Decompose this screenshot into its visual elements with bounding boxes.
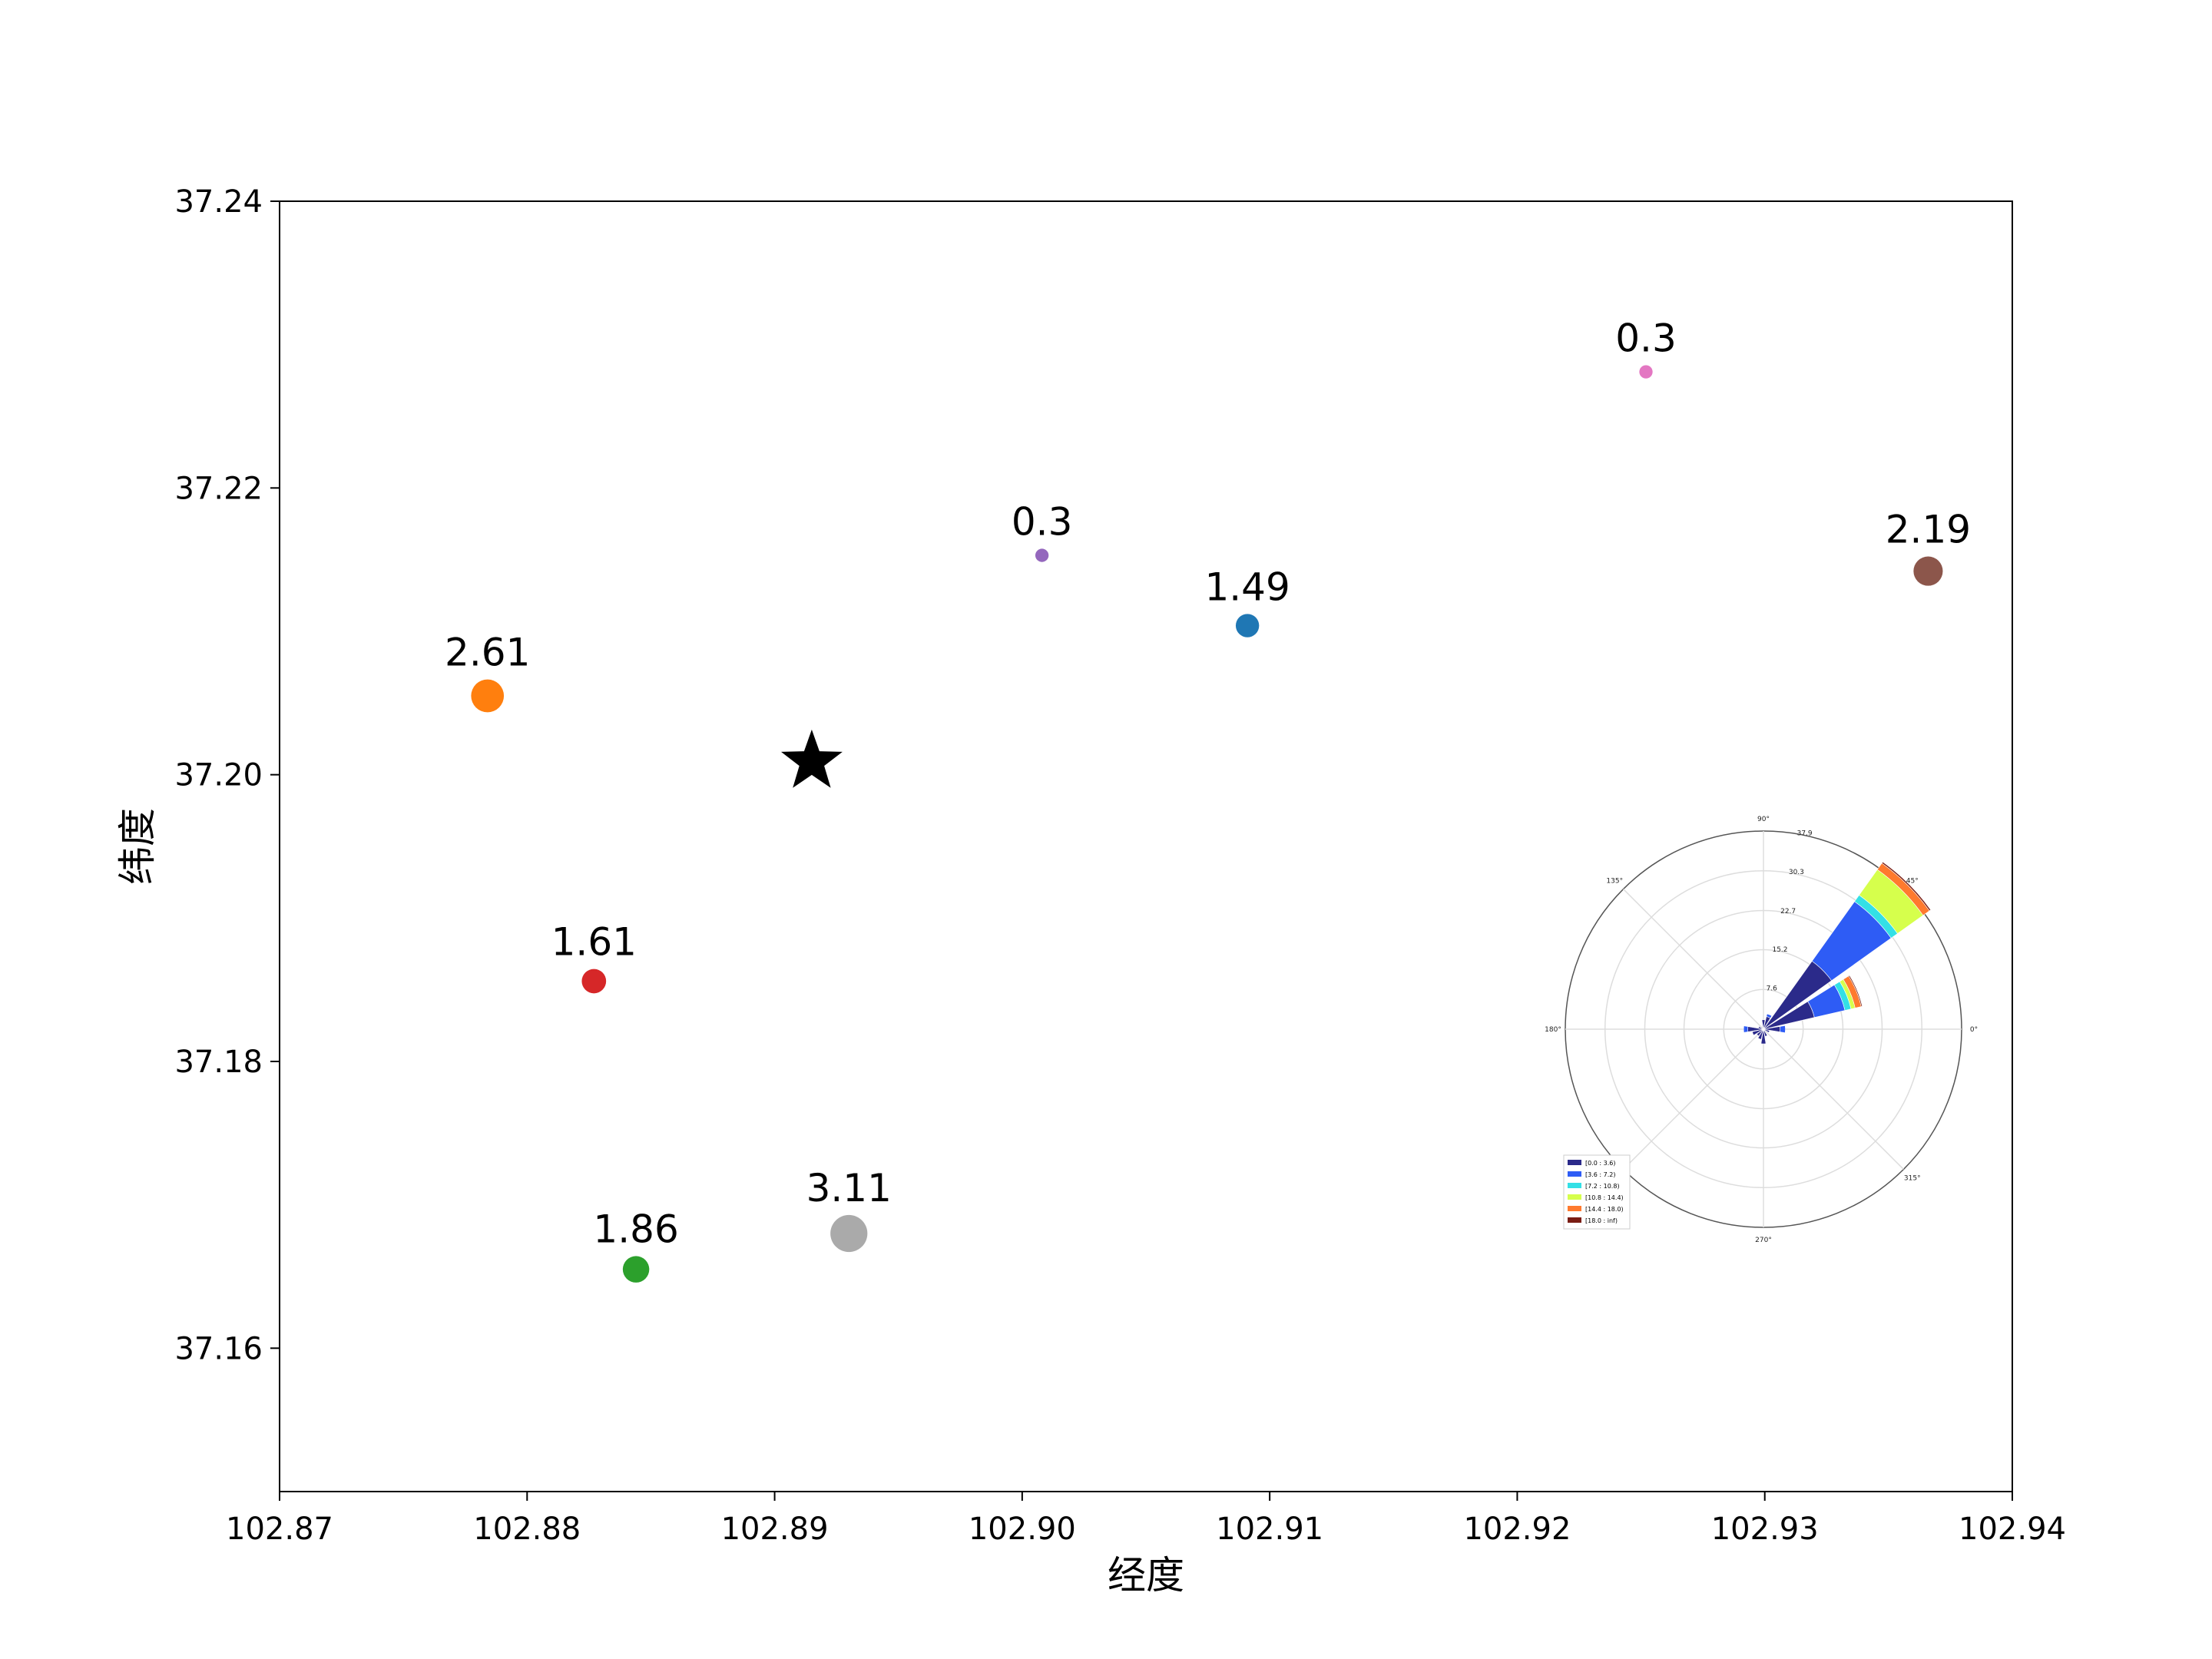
legend-swatch (1568, 1183, 1581, 1188)
rose-wedge (1756, 1028, 1764, 1037)
rose-wedge (1881, 861, 1932, 912)
rose-wedge (1848, 975, 1863, 1007)
x-axis: 102.87 102.88 102.89 102.90 102.91 102.92 102.… (226, 1492, 2066, 1547)
x-tick-label: 102.91 (1216, 1512, 1323, 1547)
data-point (1913, 556, 1943, 586)
rose-angle-label: 135° (1606, 877, 1623, 885)
rose-wedge (1780, 1025, 1786, 1034)
data-point-label: 3.11 (806, 1166, 892, 1210)
legend-swatch (1568, 1160, 1581, 1165)
data-point-label: 0.3 (1012, 499, 1073, 544)
rose-angle-label: 45° (1906, 877, 1919, 885)
data-point-label: 2.19 (1886, 508, 1971, 552)
x-tick-label: 102.92 (1463, 1512, 1571, 1547)
legend-label: [14.4 : 18.0) (1585, 1206, 1624, 1213)
data-point (1235, 614, 1260, 637)
data-points: 2.61 1.61 1.86 3.11 0.3 1.49 0.3 2.19 (445, 316, 1971, 1283)
data-point (622, 1256, 650, 1283)
x-tick-label: 102.88 (473, 1512, 581, 1547)
y-tick-label: 37.20 (174, 758, 263, 793)
x-tick-label: 102.89 (721, 1512, 829, 1547)
rose-wedge (1763, 1028, 1770, 1033)
y-tick-label: 37.16 (174, 1331, 263, 1366)
rose-wedge (1763, 1028, 1768, 1037)
x-axis-title: 经度 (1108, 1553, 1184, 1598)
data-point (1035, 548, 1049, 562)
rose-grid-spoke (1623, 1028, 1764, 1170)
x-tick-label: 102.94 (1959, 1512, 2066, 1547)
legend-label: [7.2 : 10.8) (1585, 1183, 1620, 1190)
rose-wedge (1743, 1025, 1749, 1033)
x-tick-label: 102.93 (1711, 1512, 1819, 1547)
data-point-label: 1.61 (551, 920, 637, 965)
rose-angle-label: 315° (1904, 1175, 1921, 1183)
rose-radial-tick: 30.3 (1789, 869, 1804, 876)
plot-frame (279, 200, 2013, 1492)
rose-wedge (1760, 1028, 1767, 1045)
data-point (581, 969, 607, 994)
data-point-label: 1.49 (1204, 565, 1290, 609)
legend-swatch (1568, 1206, 1581, 1211)
legend-label: [0.0 : 3.6) (1585, 1160, 1615, 1167)
wind-rose-inset: 7.6 15.2 22.7 30.3 37.9 0° 45° 90° 135° 180° 270° 3… (1545, 816, 1978, 1244)
x-tick-label: 102.90 (969, 1512, 1076, 1547)
data-point (1639, 365, 1653, 379)
x-tick-label: 102.87 (226, 1512, 333, 1547)
rose-wedge (1761, 1019, 1766, 1030)
rose-angle-label: 90° (1757, 816, 1770, 823)
rose-angle-label: 0° (1970, 1026, 1978, 1034)
y-axis-title: 纬度 (115, 808, 160, 885)
rose-grid-spoke (1763, 1028, 1904, 1170)
rose-wedge (1757, 1028, 1764, 1040)
y-tick-label: 37.24 (174, 184, 263, 220)
y-tick-label: 37.22 (174, 471, 263, 506)
rose-legend (1563, 1154, 1631, 1230)
legend-swatch (1568, 1217, 1581, 1223)
data-point-label: 1.86 (593, 1207, 678, 1251)
data-point-label: 0.3 (1615, 316, 1677, 360)
rose-angle-label: 270° (1755, 1237, 1772, 1244)
legend-swatch (1568, 1171, 1581, 1177)
legend-label: [18.0 : inf) (1585, 1217, 1618, 1224)
legend-swatch (1568, 1194, 1581, 1200)
rose-angle-label: 180° (1545, 1026, 1561, 1034)
rose-wedge (1752, 1028, 1764, 1036)
y-axis: 37.16 37.18 37.20 37.22 37.24 (174, 184, 280, 1366)
data-point-label: 2.61 (445, 631, 530, 675)
rose-wedge (1766, 1013, 1773, 1018)
rose-radial-tick: 15.2 (1772, 946, 1787, 954)
data-point (830, 1214, 868, 1253)
rose-radial-tick: 22.7 (1780, 908, 1796, 916)
y-tick-label: 37.18 (174, 1045, 263, 1080)
data-point (471, 679, 505, 713)
legend-label: [10.8 : 14.4) (1585, 1194, 1624, 1201)
rose-radial-tick: 7.6 (1767, 985, 1778, 992)
rose-grid-spoke (1623, 889, 1764, 1030)
legend-label: [3.6 : 7.2) (1585, 1171, 1615, 1178)
rose-radial-tick: 37.9 (1797, 830, 1813, 838)
rose-wedge (1758, 1025, 1764, 1030)
star-marker (781, 729, 843, 788)
